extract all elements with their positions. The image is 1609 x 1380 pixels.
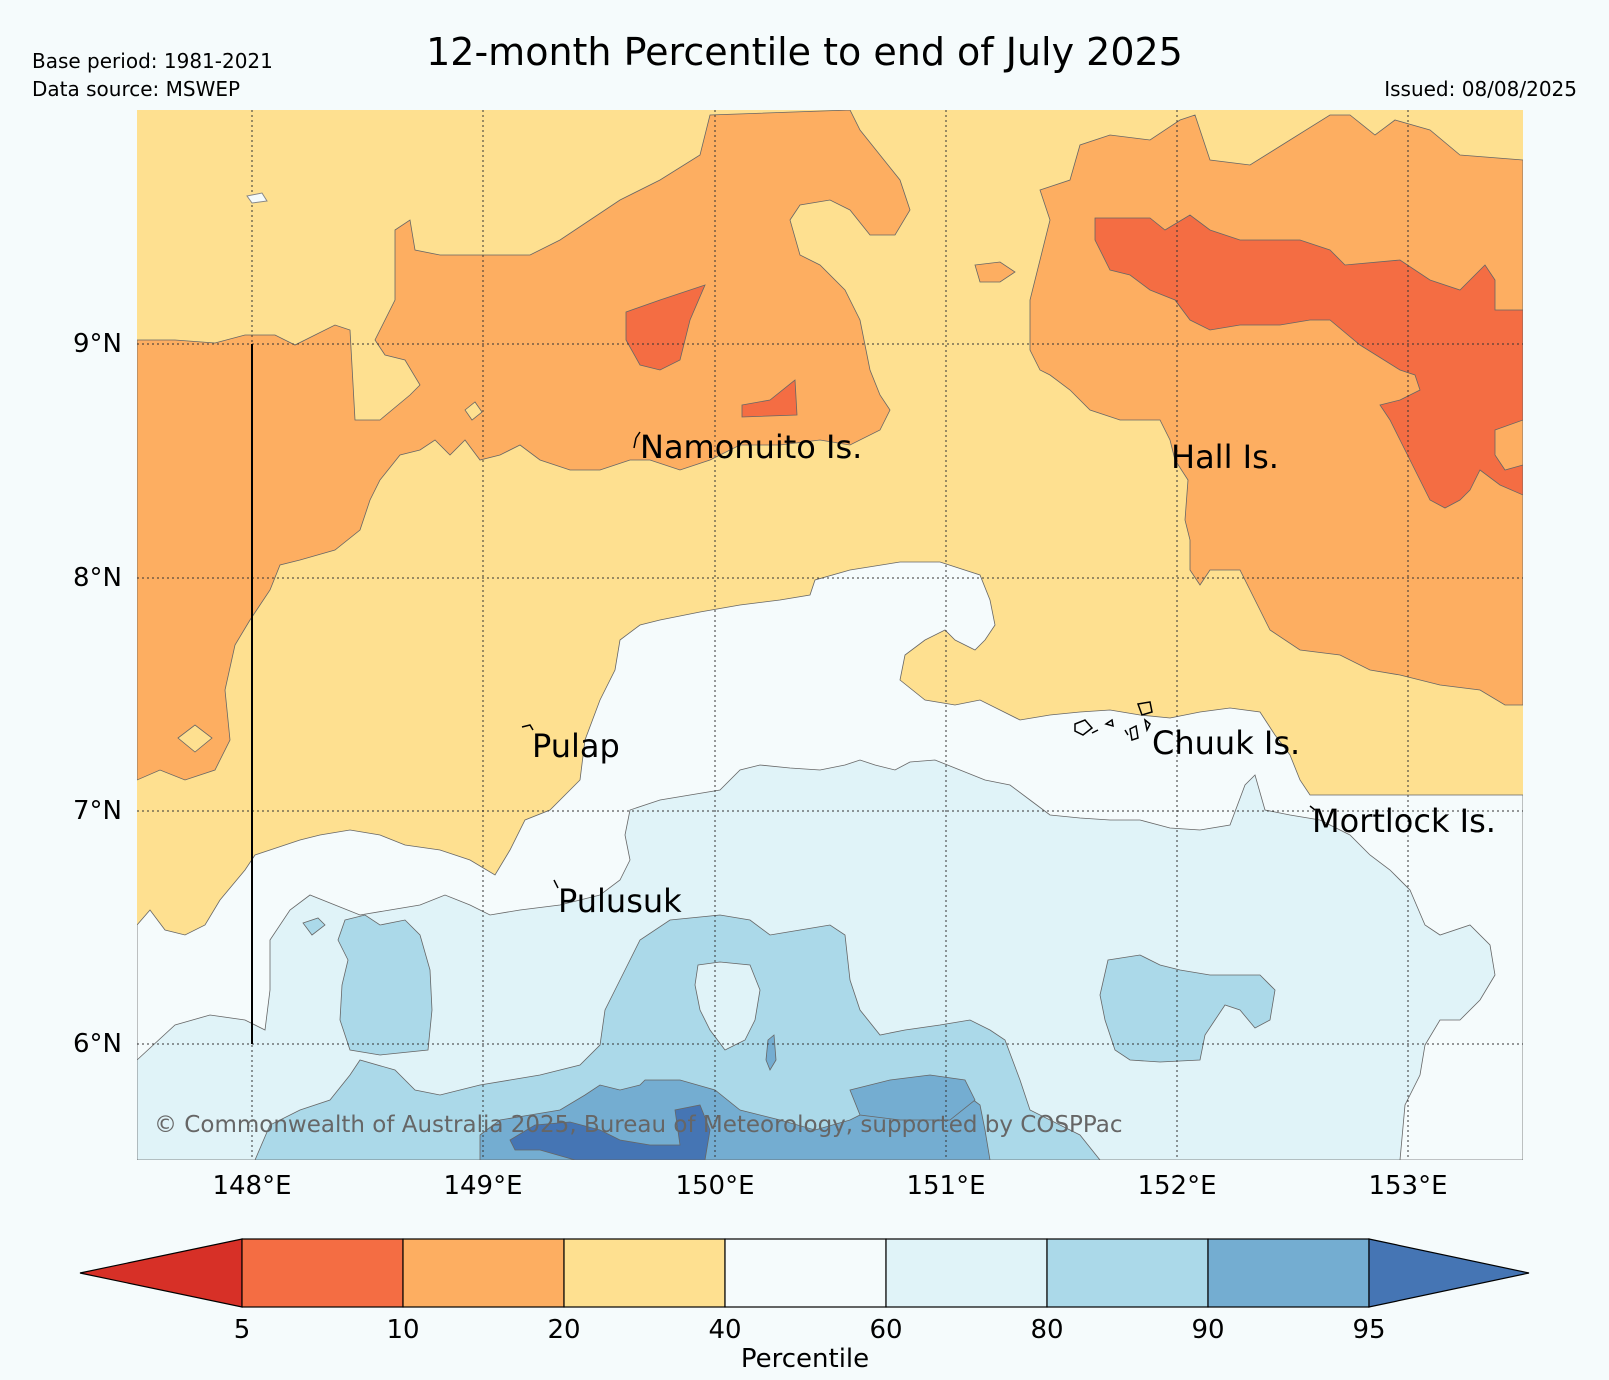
cb-tick-60: 60 xyxy=(869,1315,902,1345)
region-5-10-patch-south xyxy=(741,379,798,418)
island-namonuito xyxy=(633,431,641,449)
region-20-40-patch-a xyxy=(177,724,213,753)
colorbar-bin-5-10 xyxy=(241,1238,404,1308)
colorbar-title: Percentile xyxy=(741,1344,869,1374)
region-5-10-east xyxy=(1094,214,1523,509)
lat-label-9N: 9°N xyxy=(73,329,122,359)
colorbar-bin-90-95 xyxy=(1207,1238,1370,1308)
lon-label-150E: 150°E xyxy=(675,1171,754,1201)
colorbar-bin-80-90 xyxy=(1046,1238,1209,1308)
cb-tick-20: 20 xyxy=(547,1315,580,1345)
cb-tick-10: 10 xyxy=(386,1315,419,1345)
lon-label-149E: 149°E xyxy=(443,1171,522,1201)
island-small-nw xyxy=(246,192,268,204)
region-10-20-west xyxy=(137,110,911,781)
colorbar-bin-10-20 xyxy=(402,1238,565,1308)
header-meta-left: Base period: 1981-2021 Data source: MSWE… xyxy=(32,47,273,103)
data-source-text: Data source: MSWEP xyxy=(32,77,241,101)
region-10-20-patch-ne xyxy=(974,261,1016,283)
region-60-80-hole xyxy=(694,961,761,1051)
colorbar xyxy=(79,1238,1530,1308)
colorbar-tick-labels: 5 10 20 40 60 80 90 95 xyxy=(234,1315,1386,1345)
lon-label-151E: 151°E xyxy=(906,1171,985,1201)
label-chuuk: Chuuk Is. xyxy=(1152,724,1300,762)
island-mortlock xyxy=(1309,805,1316,811)
lat-label-6N: 6°N xyxy=(73,1029,122,1059)
lat-axis-labels: 9°N 8°N 7°N 6°N xyxy=(73,329,122,1059)
lon-label-148E: 148°E xyxy=(212,1171,291,1201)
region-80-90-tiny xyxy=(302,917,326,936)
issued-date-text: Issued: 08/08/2025 xyxy=(1384,77,1577,101)
region-5-10-patch-north xyxy=(625,284,706,371)
cb-tick-40: 40 xyxy=(708,1315,741,1345)
label-mortlock: Mortlock Is. xyxy=(1312,802,1496,840)
island-pulusuk xyxy=(553,879,559,889)
copyright-text: © Commonwealth of Australia 2025, Bureau… xyxy=(154,1112,1123,1138)
lat-label-7N: 7°N xyxy=(73,796,122,826)
island-pulap xyxy=(521,724,534,731)
lon-axis-labels: 148°E 149°E 150°E 151°E 152°E 153°E xyxy=(212,1171,1447,1201)
region-80-90-east xyxy=(1099,954,1276,1063)
region-gt95 xyxy=(509,1104,711,1160)
island-chuuk xyxy=(1074,701,1153,741)
region-10-20-patch-inner xyxy=(1494,419,1523,471)
island-outlines xyxy=(246,192,1316,889)
colorbar-bin-60-80 xyxy=(885,1238,1048,1308)
lon-label-153E: 153°E xyxy=(1368,1171,1447,1201)
colorbar-bin-40-60 xyxy=(724,1238,887,1308)
label-pulap: Pulap xyxy=(532,727,620,765)
base-period-text: Base period: 1981-2021 xyxy=(32,49,273,73)
region-80-90-west xyxy=(337,914,433,1056)
cb-tick-80: 80 xyxy=(1030,1315,1063,1345)
colorbar-bin-gt95 xyxy=(1368,1238,1530,1308)
colorbar-bin-20-40 xyxy=(563,1238,726,1308)
colorbar-bin-lt5 xyxy=(79,1238,243,1308)
region-90-95-east xyxy=(849,1074,976,1121)
label-pulusuk: Pulusuk xyxy=(558,882,682,920)
cb-tick-95: 95 xyxy=(1352,1315,1385,1345)
label-namonuito: Namonuito Is. xyxy=(640,428,862,466)
map-title: 12-month Percentile to end of July 2025 xyxy=(426,30,1183,74)
percentile-fill-map xyxy=(137,110,1523,1160)
lon-label-152E: 152°E xyxy=(1137,1171,1216,1201)
cb-tick-90: 90 xyxy=(1191,1315,1224,1345)
cb-tick-5: 5 xyxy=(234,1315,251,1345)
region-20-40-patch-b xyxy=(464,401,483,421)
lat-label-8N: 8°N xyxy=(73,563,122,593)
label-hall: Hall Is. xyxy=(1171,438,1279,476)
